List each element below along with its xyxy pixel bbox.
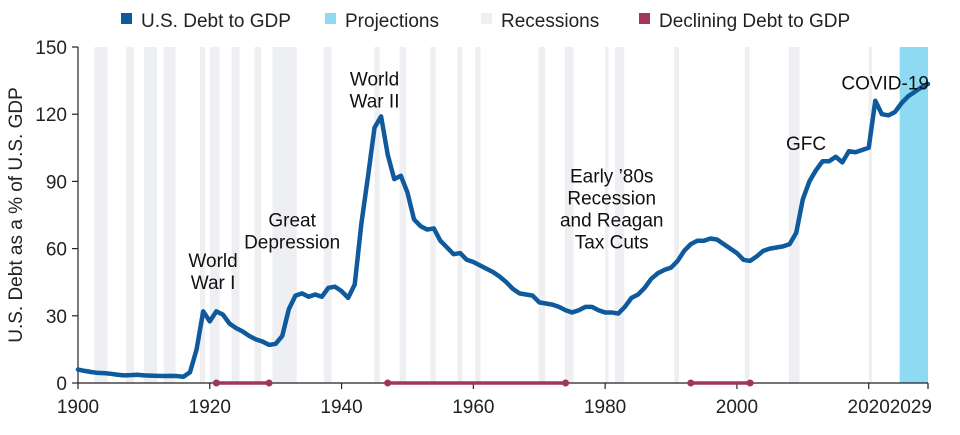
annotation-label: and Reagan [560, 211, 664, 232]
recession-band [94, 47, 108, 383]
y-tick-label: 120 [35, 105, 67, 126]
y-tick-label: 60 [46, 240, 67, 261]
recession-band [163, 47, 176, 383]
legend-marker [325, 13, 336, 24]
annotation-label: Great [268, 211, 316, 232]
debt-to-gdp-line [75, 81, 931, 379]
recession-band [374, 47, 380, 383]
annotation-label: COVID-19 [841, 74, 929, 95]
declining-period-start-point [212, 379, 220, 387]
legend-label: Recessions [501, 11, 599, 32]
recession-band [744, 47, 750, 383]
recession-band [323, 47, 332, 383]
y-tick-label: 30 [46, 307, 67, 328]
x-tick-label: 1980 [584, 397, 626, 418]
projection-band [899, 47, 928, 383]
y-axis-title: U.S. Debt as a % of U.S. GDP [6, 87, 27, 343]
annotation-label: GFC [786, 134, 826, 155]
annotation-label: Tax Cuts [575, 233, 649, 254]
legend-label: Declining Debt to GDP [659, 11, 850, 32]
recession-band [199, 47, 206, 383]
annotation-label: Depression [244, 233, 340, 254]
recession-band [231, 47, 240, 383]
legend-marker [639, 13, 650, 24]
y-tick-label: 0 [56, 374, 67, 395]
recession-band [475, 47, 481, 383]
recession-band [564, 47, 574, 383]
x-tick-label: 2000 [716, 397, 758, 418]
recession-band [430, 47, 436, 383]
declining-period-end-point [562, 379, 570, 387]
declining-period-start-point [384, 379, 392, 387]
legend-marker [121, 13, 132, 24]
x-tick-label: 1940 [320, 397, 362, 418]
recession-band [788, 47, 800, 383]
axes: 0 30 60 90 120 150 1900 1920 1940 1960 1980 2000 202… [35, 38, 932, 418]
series-layer [75, 81, 931, 379]
legend-marker [481, 13, 492, 24]
annotation-label: Recession [567, 189, 656, 210]
x-tick-label: 2029 [890, 397, 932, 418]
x-tick-label: 1960 [452, 397, 494, 418]
legend-label: Projections [345, 11, 439, 32]
annotation-label: Early ’80s [570, 167, 653, 188]
annotation-label: World [350, 69, 399, 90]
recession-band [209, 47, 220, 383]
recession-band [605, 47, 609, 383]
recession-band [126, 47, 135, 383]
x-tick-label: 1920 [189, 397, 231, 418]
chart-legend: U.S. Debt to GDP Projections Recessions Dec… [121, 11, 850, 32]
annotation-label: World [188, 251, 237, 272]
recession-band [868, 47, 872, 383]
declining-period-end-point [265, 379, 273, 387]
annotation-label: War II [350, 91, 400, 112]
recession-band [399, 47, 407, 383]
y-tick-label: 90 [46, 172, 67, 193]
plot-background [94, 47, 928, 383]
annotation-label: War I [191, 273, 236, 294]
x-tick-label: 2020 [848, 397, 890, 418]
legend-label: U.S. Debt to GDP [141, 11, 291, 32]
declining-period-end-point [746, 379, 754, 387]
y-tick-label: 150 [35, 38, 67, 59]
recession-band [457, 47, 463, 383]
declining-debt-periods [212, 379, 754, 387]
recession-band [254, 47, 262, 383]
recession-band [674, 47, 679, 383]
declining-period-start-point [687, 379, 695, 387]
x-tick-label: 1900 [57, 397, 99, 418]
recession-band [538, 47, 546, 383]
recession-band [615, 47, 625, 383]
recession-band [143, 47, 158, 383]
